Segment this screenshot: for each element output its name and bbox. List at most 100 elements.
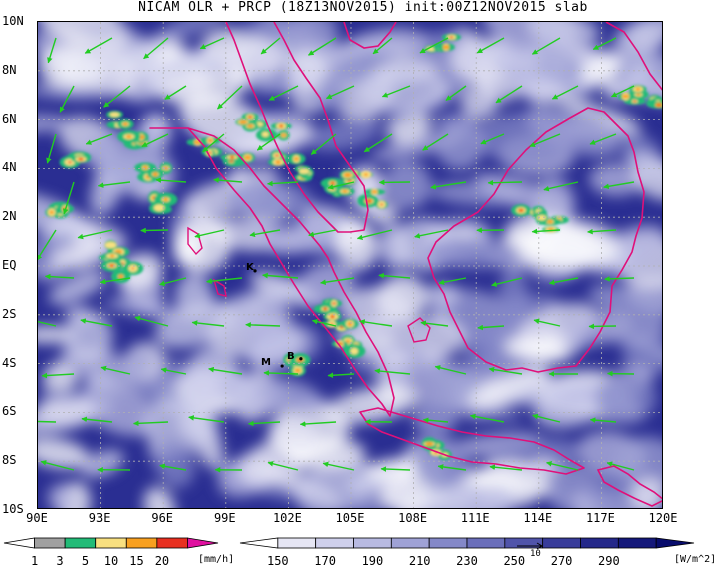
coastline-bangka bbox=[407, 317, 431, 343]
wind-arrow bbox=[325, 85, 355, 100]
wind-arrow bbox=[99, 277, 131, 285]
wind-arrow bbox=[262, 272, 299, 279]
cloud-patch bbox=[173, 234, 204, 266]
wind-arrow bbox=[133, 420, 169, 427]
cloud-patch bbox=[270, 418, 322, 453]
lat-tick-label: 6S bbox=[2, 404, 17, 419]
wind-arrow bbox=[206, 277, 243, 284]
wind-arrow bbox=[422, 417, 449, 423]
wind-arrow bbox=[159, 463, 187, 471]
olr-colorbar-swatch bbox=[655, 537, 695, 549]
rain-cell bbox=[331, 182, 335, 185]
lon-tick-label: 114E bbox=[523, 511, 553, 525]
precip-colorbar-swatch bbox=[125, 537, 158, 549]
cloud-patch bbox=[463, 327, 508, 377]
olr-colorbar-swatch bbox=[428, 537, 468, 549]
lat-tick-label: 2N bbox=[2, 209, 17, 224]
cloud-patch bbox=[38, 115, 68, 133]
rain-cell bbox=[274, 154, 279, 157]
cloud-patch bbox=[382, 160, 431, 210]
cloud-patch bbox=[469, 47, 532, 64]
rain-cell bbox=[163, 197, 168, 202]
wind-arrow bbox=[249, 229, 281, 238]
rain-cell bbox=[347, 321, 353, 327]
wind-arrow bbox=[531, 228, 561, 235]
rain-cell bbox=[109, 254, 115, 258]
wind-arrow bbox=[208, 366, 243, 375]
cloud-patch bbox=[424, 283, 460, 307]
rain-cell bbox=[449, 36, 454, 39]
coastline-vietnam bbox=[343, 22, 397, 49]
wind-arrow bbox=[430, 181, 467, 190]
olr-colorbar-swatch bbox=[390, 537, 430, 549]
cloud-patch bbox=[38, 397, 95, 425]
colorbars bbox=[3, 537, 695, 549]
wind-arrow bbox=[267, 180, 299, 187]
lat-tick-label: 4S bbox=[2, 355, 17, 370]
cloud-patch bbox=[262, 216, 354, 255]
cloud-patch bbox=[474, 173, 573, 217]
wind-arrow bbox=[589, 417, 617, 423]
coastlines bbox=[149, 22, 662, 507]
olr-colorbar-label: 170 bbox=[314, 554, 336, 568]
cloud-patch bbox=[49, 241, 113, 271]
wind-arrow bbox=[327, 372, 355, 379]
wind-arrow bbox=[245, 322, 281, 328]
olr-colorbar-label: 250 bbox=[503, 554, 526, 568]
wind-arrow bbox=[434, 364, 467, 375]
wind-arrow bbox=[414, 229, 449, 239]
wind-arrow bbox=[374, 368, 411, 375]
cloud-patch bbox=[357, 67, 450, 114]
wind-arrow bbox=[160, 367, 187, 375]
coastline-borneo bbox=[427, 107, 645, 373]
olr-colorbar-swatch bbox=[239, 537, 279, 549]
cloud-patch bbox=[424, 238, 521, 270]
cloud-patch bbox=[75, 22, 138, 38]
olr-colorbar-label: 210 bbox=[408, 554, 431, 568]
cloud-patch bbox=[628, 151, 662, 179]
rain-cell bbox=[131, 267, 135, 270]
cloud-patch bbox=[373, 351, 413, 365]
rain-cell bbox=[152, 171, 158, 177]
precip-colorbar-swatch bbox=[3, 537, 35, 549]
wind-arrow bbox=[611, 85, 635, 98]
wind-arrow bbox=[40, 460, 75, 471]
city-label-m: M bbox=[261, 357, 271, 368]
cloud-patch bbox=[38, 191, 91, 238]
wind-arrow bbox=[46, 133, 57, 164]
wind-arrow bbox=[420, 320, 449, 327]
wind-arrow bbox=[322, 461, 355, 471]
wind-arrow bbox=[533, 318, 561, 327]
cloud-patch bbox=[505, 338, 570, 364]
wind-arrow bbox=[191, 320, 225, 327]
rain-cell bbox=[78, 158, 84, 161]
coastline-mindanao bbox=[605, 22, 662, 91]
wind-arrow bbox=[310, 133, 337, 155]
rain-cell bbox=[109, 264, 114, 267]
olr-colorbar-swatch bbox=[542, 537, 581, 549]
rain-cell bbox=[153, 204, 165, 212]
wind-arrow bbox=[469, 413, 505, 423]
rain-cell bbox=[636, 92, 641, 97]
cloud-patch bbox=[614, 436, 662, 493]
wind-arrow bbox=[380, 466, 411, 472]
wind-arrow bbox=[268, 85, 299, 101]
rain-cell bbox=[293, 156, 299, 161]
cloud-patch bbox=[128, 293, 166, 314]
rain-cell bbox=[442, 45, 450, 50]
lat-tick-label: 6N bbox=[2, 111, 17, 126]
legend-bar: 1 3 5 10 15 20 150 170 190 210 230 250 270 290 [mm/h… bbox=[0, 532, 726, 571]
olr-colorbar-swatch bbox=[315, 537, 354, 549]
wind-arrow bbox=[81, 416, 113, 423]
wind-arrow bbox=[97, 181, 131, 188]
wind-arrow bbox=[188, 415, 225, 423]
rain-cell bbox=[275, 159, 281, 165]
rain-cell bbox=[380, 203, 384, 206]
wind-arrow bbox=[308, 37, 337, 56]
lat-tick-label: 8N bbox=[2, 62, 17, 77]
wind-arrow bbox=[487, 179, 523, 186]
wind-arrow bbox=[606, 461, 635, 471]
precip-colorbar-label: 3 bbox=[56, 554, 64, 568]
wind-arrow bbox=[381, 85, 411, 98]
wind-arrow bbox=[202, 133, 225, 153]
